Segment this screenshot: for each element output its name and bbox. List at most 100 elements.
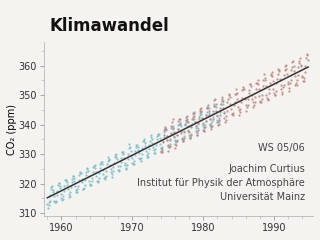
Point [48,187,53,191]
Point [155,134,160,138]
Point [277,69,282,73]
Point [105,159,110,163]
Point [285,80,290,84]
Point [216,119,221,123]
Point [305,58,310,62]
Point [217,118,222,122]
Point [52,200,58,204]
Point [65,187,70,191]
Point [198,106,204,110]
Point [234,92,239,96]
Point [76,184,81,188]
Point [162,128,167,132]
Point [201,128,206,132]
Point [266,98,271,102]
Point [218,106,223,109]
Point [192,120,197,124]
Point [88,183,93,187]
Point [108,170,114,174]
Point [180,139,186,143]
Point [157,136,162,139]
Point [45,206,51,210]
Point [289,66,294,69]
Point [231,103,236,107]
Point [261,78,266,82]
Point [196,122,201,126]
Point [139,156,144,160]
Point [252,95,258,99]
Point [294,83,299,87]
Point [188,132,193,136]
Point [215,120,220,123]
Point [60,197,65,201]
Point [88,183,93,187]
Point [291,64,296,68]
Point [106,156,111,159]
Point [198,107,203,111]
Point [150,145,156,149]
Point [135,145,140,149]
Point [217,116,222,120]
Point [191,111,196,115]
Point [264,96,269,100]
Point [208,124,213,128]
Point [55,183,60,187]
Point [192,114,197,118]
Point [137,156,142,160]
Point [211,105,216,108]
Point [226,97,231,101]
Point [210,120,215,123]
Point [220,99,225,102]
Point [201,126,206,129]
Point [131,162,136,166]
Point [168,138,173,142]
Point [212,102,217,106]
Point [169,126,174,129]
Point [197,113,202,117]
Point [216,122,221,126]
Point [133,145,139,149]
Point [167,142,172,146]
Point [169,120,174,124]
Point [172,135,177,139]
Point [175,127,180,131]
Point [80,187,85,191]
Point [185,120,190,123]
Point [192,117,197,121]
Point [217,113,222,116]
Point [268,81,273,85]
Point [153,143,158,147]
Point [183,120,188,124]
Point [218,102,223,106]
Point [163,126,168,130]
Point [117,168,122,172]
Point [254,81,260,84]
Point [51,190,56,194]
Point [91,165,96,169]
Point [170,124,175,128]
Point [215,118,220,122]
Point [64,180,69,184]
Point [107,163,112,167]
Point [95,180,100,183]
Point [208,126,213,129]
Text: Joachim Curtius
Institut für Physik der Atmosphäre
Universität Mainz: Joachim Curtius Institut für Physik der … [137,164,305,202]
Point [223,118,228,122]
Point [132,159,137,163]
Point [250,101,255,104]
Point [205,106,211,110]
Point [148,139,153,143]
Point [258,100,263,104]
Point [191,111,196,115]
Point [276,67,281,71]
Point [208,122,213,126]
Point [103,175,108,179]
Point [194,132,199,136]
Point [61,189,67,193]
Point [275,72,280,76]
Point [171,126,176,130]
Point [111,161,116,165]
Point [119,150,124,154]
Point [65,183,70,187]
Point [47,199,52,203]
